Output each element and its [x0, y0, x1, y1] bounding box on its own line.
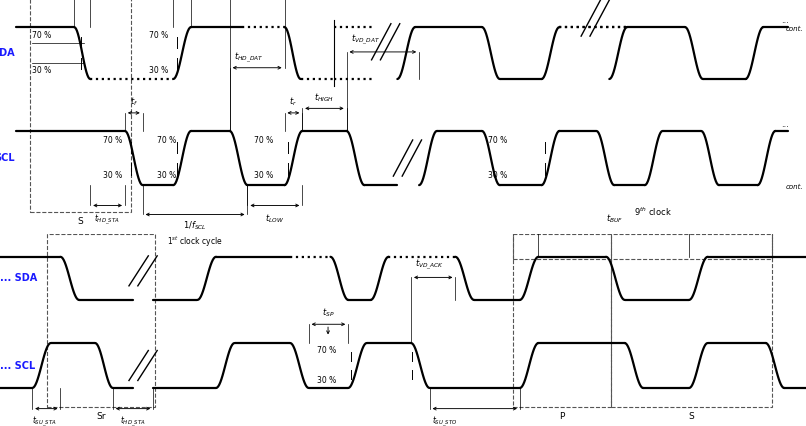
Text: ... SDA: ... SDA — [0, 273, 37, 283]
Text: cont.: cont. — [786, 184, 804, 190]
Text: SDA: SDA — [0, 48, 15, 58]
Text: 70 %: 70 % — [254, 136, 273, 145]
Text: 70 %: 70 % — [103, 136, 123, 145]
Text: $t_{SU\_STA}$: $t_{SU\_STA}$ — [32, 414, 57, 426]
Text: 70 %: 70 % — [317, 345, 336, 354]
Text: SCL: SCL — [0, 153, 15, 163]
Bar — [513, 216, 772, 259]
Text: $t_{LOW}$: $t_{LOW}$ — [265, 212, 285, 225]
Text: 70 %: 70 % — [157, 136, 177, 145]
Text: 70 %: 70 % — [32, 32, 52, 40]
Text: $t_{VD\_DAT}$: $t_{VD\_DAT}$ — [351, 33, 380, 47]
Text: S: S — [77, 217, 84, 226]
Text: P: P — [559, 412, 564, 421]
Text: $1 / f_{SCL}$: $1 / f_{SCL}$ — [183, 219, 207, 231]
Text: 1$^{st}$ clock cycle: 1$^{st}$ clock cycle — [167, 235, 223, 249]
Text: 30 %: 30 % — [488, 171, 507, 180]
Text: $t_{BUF}$: $t_{BUF}$ — [605, 213, 623, 225]
Text: ...: ... — [781, 120, 789, 129]
Text: $t_r$: $t_r$ — [289, 96, 297, 108]
Text: 30 %: 30 % — [149, 66, 168, 75]
Text: $t_f$: $t_f$ — [130, 96, 138, 108]
Text: $t_{VD\_ACK}$: $t_{VD\_ACK}$ — [415, 257, 444, 272]
Bar — [30, 0, 131, 212]
Text: cont.: cont. — [786, 26, 804, 32]
Bar — [611, 234, 772, 407]
Text: ... SCL: ... SCL — [0, 360, 35, 371]
Text: 9$^{th}$ clock: 9$^{th}$ clock — [634, 205, 671, 218]
Text: 30 %: 30 % — [103, 171, 123, 180]
Text: 30 %: 30 % — [157, 171, 177, 180]
Text: $t_{HD\_STA}$: $t_{HD\_STA}$ — [120, 414, 146, 426]
Text: $t_{HD\_DAT}$: $t_{HD\_DAT}$ — [234, 51, 264, 66]
Text: $t_{HD\_STA}$: $t_{HD\_STA}$ — [94, 212, 120, 227]
Text: 70 %: 70 % — [149, 32, 168, 40]
Text: 70 %: 70 % — [488, 136, 507, 145]
Text: 30 %: 30 % — [254, 171, 273, 180]
Text: $t_{SU\_STO}$: $t_{SU\_STO}$ — [432, 414, 458, 426]
Text: S: S — [688, 412, 695, 421]
Text: ...: ... — [781, 16, 789, 25]
Bar — [513, 234, 611, 407]
Text: $t_{SP}$: $t_{SP}$ — [322, 306, 334, 319]
Text: 30 %: 30 % — [32, 66, 52, 75]
Text: 30 %: 30 % — [317, 377, 336, 386]
Text: Sr: Sr — [96, 412, 106, 421]
Text: $t_{HIGH}$: $t_{HIGH}$ — [314, 91, 334, 104]
Bar — [47, 234, 155, 407]
